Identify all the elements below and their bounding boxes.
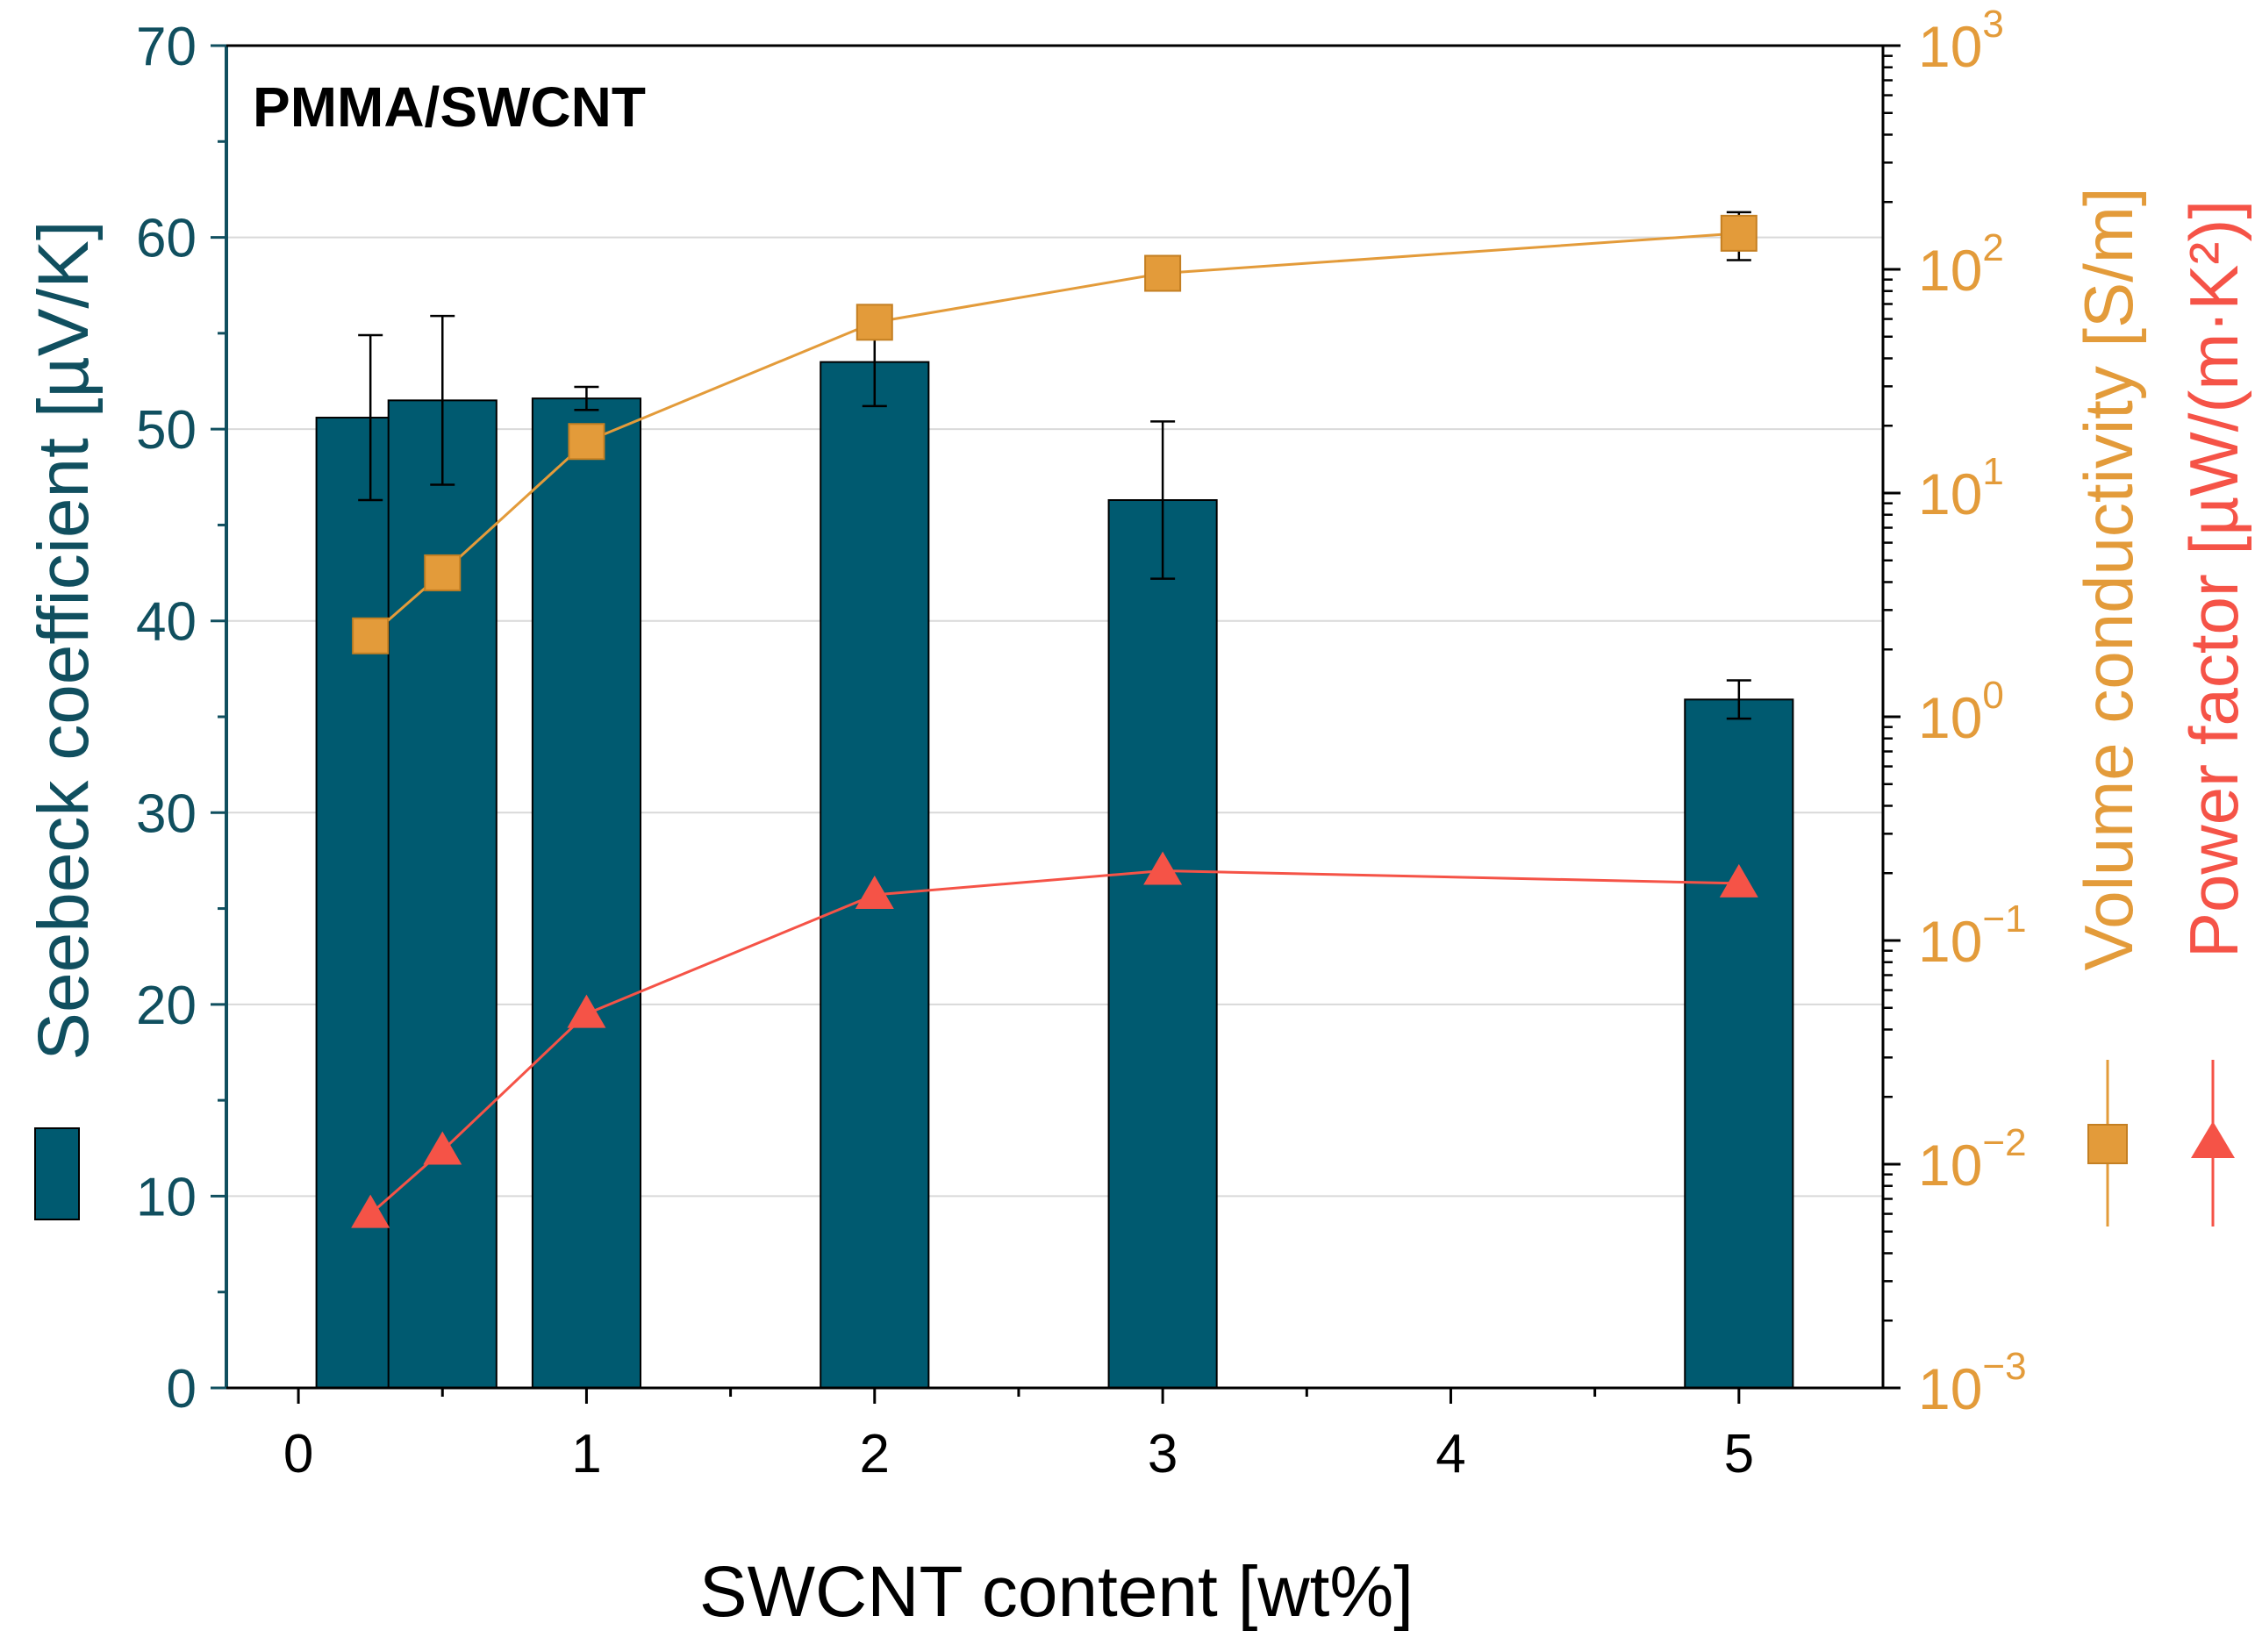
right-axis-series (351, 211, 1758, 1228)
right-tick-label: 10−1 (1918, 898, 2027, 974)
power-factor-point (1719, 863, 1758, 898)
conductivity-point (855, 304, 893, 341)
x-tick-label: 1 (571, 1424, 601, 1484)
chart-title: PMMA/SWCNT (253, 75, 646, 139)
axes: 0 10 20 30 40 50 60 70 0 1 2 3 4 5 10−3 10−2 10−1 100 101 1… (136, 3, 2027, 1484)
seebeck-legend-box (34, 1127, 80, 1220)
conductivity-point (1720, 214, 1757, 252)
seebeck-error-bars (358, 314, 1751, 720)
seebeck-bar (1107, 499, 1218, 1389)
right-tick-label: 103 (1918, 3, 2004, 79)
seebeck-legend-swatch (34, 1127, 80, 1220)
power-factor-point (351, 1194, 390, 1228)
conductivity-point (424, 554, 462, 591)
seebeck-bar (1684, 698, 1794, 1389)
power-factor-point (1143, 851, 1183, 885)
left-axis-label: Seebeck coefficient [µV/K] (24, 220, 104, 1060)
right-tick-label: 102 (1918, 226, 2004, 303)
power-factor-point (855, 875, 894, 909)
right-tick-label: 100 (1918, 674, 2004, 750)
right-axis-label-power-factor: Power factor [µW/(m·K²)] (2175, 200, 2252, 958)
power-factor-point (567, 994, 606, 1028)
x-tick-label: 5 (1724, 1424, 1754, 1484)
x-tick-label: 2 (860, 1424, 890, 1484)
seebeck-bar (820, 361, 930, 1390)
right-tick-label: 10−3 (1918, 1345, 2027, 1421)
power-factor-legend-marker (2191, 1121, 2235, 1158)
x-tick-label: 3 (1148, 1424, 1178, 1484)
conductivity-point (568, 423, 605, 461)
left-tick-label: 0 (167, 1359, 197, 1420)
right-tick-label: 101 (1918, 450, 2004, 526)
right-axis-label-conductivity: Volume conductivity [S/m] (2070, 187, 2147, 970)
power-factor-legend-symbol (2191, 1060, 2235, 1226)
seebeck-bar (387, 399, 498, 1389)
conductivity-point (352, 617, 390, 654)
x-axis-label: SWCNT content [wt%] (699, 1552, 1414, 1632)
left-tick-label: 20 (136, 976, 197, 1036)
seebeck-bars (315, 361, 1794, 1390)
right-tick-label: 10−2 (1918, 1121, 2027, 1198)
seebeck-bar (531, 397, 641, 1390)
left-tick-label: 10 (136, 1167, 197, 1227)
left-tick-label: 50 (136, 400, 197, 461)
left-tick-label: 70 (136, 17, 197, 77)
gridlines (226, 236, 1883, 1198)
x-tick-label: 0 (283, 1424, 313, 1484)
power-factor-point (423, 1131, 462, 1165)
conductivity-point (1144, 254, 1182, 292)
x-tick-label: 4 (1435, 1424, 1465, 1484)
left-tick-label: 60 (136, 209, 197, 269)
conductivity-legend-marker (2087, 1124, 2128, 1164)
left-tick-label: 40 (136, 592, 197, 653)
left-tick-label: 30 (136, 783, 197, 844)
conductivity-legend-symbol (2087, 1060, 2128, 1226)
